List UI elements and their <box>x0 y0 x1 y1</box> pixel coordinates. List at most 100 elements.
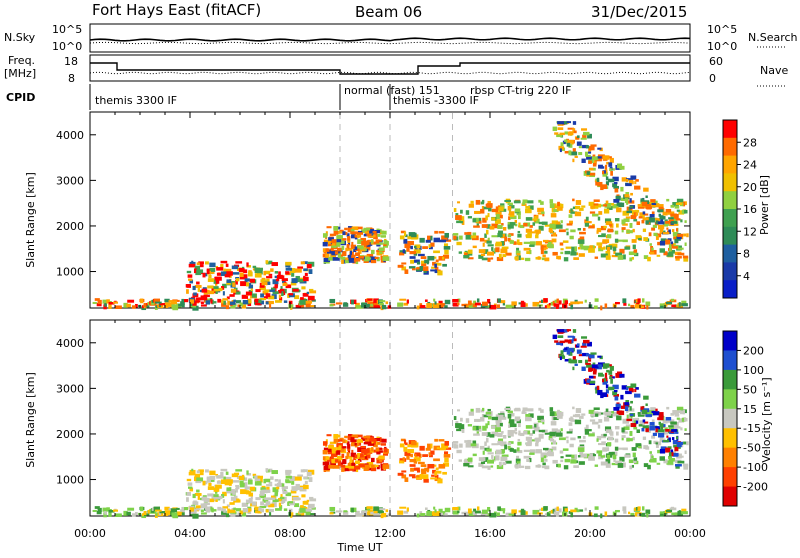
velocity-scatter-cell <box>655 428 659 433</box>
velocity-scatter-cell <box>525 416 532 422</box>
power-scatter-cell <box>288 293 294 296</box>
power-scatter-cell <box>342 238 347 241</box>
velocity-scatter-cell <box>301 494 306 498</box>
power-scatter-cell <box>642 217 649 221</box>
power-scatter-cell <box>367 235 375 238</box>
power-scatter-cell <box>498 253 502 259</box>
velocity-scatter-cell <box>573 465 579 468</box>
power-scatter-cell <box>671 244 674 249</box>
power-scatter-cell <box>630 304 635 308</box>
power-scatter-cell <box>556 303 560 307</box>
velocity-scatter-cell <box>379 508 386 511</box>
velocity-scatter-cell <box>632 452 636 458</box>
power-scatter-cell <box>593 246 596 249</box>
power-scatter-cell <box>562 240 569 243</box>
velocity-scatter-cell <box>329 441 337 444</box>
power-scatter-cell <box>537 207 544 212</box>
power-scatter-cell <box>574 211 582 217</box>
power-scatter-cell <box>444 232 449 238</box>
velocity-scatter-cell <box>515 458 521 463</box>
power-scatter-cell <box>518 255 521 261</box>
velocity-scatter-cell <box>340 464 346 468</box>
power-scatter-cell <box>472 303 477 308</box>
power-scatter-cell <box>566 142 571 147</box>
velocity-scatter-cell <box>630 512 635 516</box>
velocity-scatter-cell <box>596 438 599 442</box>
velocity-scatter-cell <box>202 480 206 486</box>
power-scatter-cell <box>434 301 437 305</box>
velocity-scatter-cell <box>221 507 224 512</box>
power-scatter-cell <box>272 291 279 295</box>
velocity-scatter-cell <box>271 495 276 499</box>
velocity-scatter-cell <box>564 508 569 512</box>
velocity-scatter-cell <box>509 423 517 428</box>
velocity-scatter-cell <box>338 445 342 448</box>
power-scatter-cell <box>548 227 553 233</box>
power-scatter-cell <box>598 245 602 249</box>
velocity-scatter-cell <box>644 421 649 424</box>
velocity-scatter-cell <box>507 413 512 419</box>
velocity-scatter-cell <box>434 471 437 476</box>
nsky-label: N.Sky <box>4 31 36 44</box>
velocity-scatter-cell <box>258 507 262 511</box>
power-scatter-cell <box>238 267 245 273</box>
power-scatter-cell <box>216 267 224 271</box>
power-scatter-cell <box>665 220 670 224</box>
velocity-scatter-cell <box>622 462 626 468</box>
velocity-scatter-cell <box>216 475 224 479</box>
power-scatter-cell <box>246 265 252 268</box>
velocity-scatter-cell <box>675 464 680 469</box>
power-scatter-cell <box>404 269 409 274</box>
velocity-scatter-cell <box>378 455 385 460</box>
power-scatter-cell <box>665 239 671 245</box>
power-scatter-cell <box>256 267 264 271</box>
velocity-scatter-cell <box>586 379 590 383</box>
power-scatter-cell <box>582 134 587 139</box>
velocity-scatter-cell <box>374 438 381 442</box>
velocity-scatter-cell <box>625 391 632 395</box>
power-scatter-cell <box>637 298 641 303</box>
velocity-scatter-cell <box>652 411 660 416</box>
velocity-scatter-cell <box>681 511 688 515</box>
velocity-scatter-cell <box>618 410 625 416</box>
power-scatter-cell <box>360 247 365 252</box>
velocity-scatter-cell <box>252 473 257 477</box>
power-ytick-label: 2000 <box>56 220 84 233</box>
power-scatter-cell <box>287 264 291 268</box>
power-scatter-cell <box>587 133 592 139</box>
power-scatter-cell <box>353 257 361 262</box>
power-scatter-cell <box>577 247 581 250</box>
power-scatter-cell <box>570 301 577 305</box>
power-scatter-cell <box>495 214 500 220</box>
velocity-scatter-cell <box>655 408 658 412</box>
power-scatter-cell <box>399 235 405 240</box>
power-scatter-cell <box>309 288 314 292</box>
velocity-scatter-cell <box>235 486 240 490</box>
power-cbar-label: Power [dB] <box>758 175 771 235</box>
power-scatter-cell <box>625 192 630 195</box>
nsky-tick-top: 10^5 <box>52 23 82 36</box>
velocity-scatter-cell <box>528 457 532 463</box>
velocity-scatter-cell <box>266 484 273 487</box>
velocity-scatter-cell <box>607 442 612 447</box>
power-scatter-cell <box>401 262 407 265</box>
velocity-scatter-cell <box>363 435 371 439</box>
velocity-colorbar-swatch <box>723 389 737 410</box>
power-scatter-cell <box>209 267 216 272</box>
velocity-scatter-cell <box>256 475 264 479</box>
power-scatter-cell <box>355 252 360 257</box>
power-scatter-cell <box>610 170 613 176</box>
velocity-scatter-cell <box>559 356 562 361</box>
velocity-scatter-cell <box>190 509 193 515</box>
velocity-scatter-cell <box>188 486 193 489</box>
power-scatter-cell <box>201 288 208 293</box>
velocity-scatter-cell <box>435 470 442 474</box>
velocity-scatter-cell <box>201 496 208 501</box>
velocity-scatter-cell <box>281 496 287 502</box>
velocity-scatter-cell <box>461 428 465 433</box>
power-scatter-cell <box>649 251 655 255</box>
power-scatter-cell <box>535 241 543 246</box>
power-scatter-cell <box>605 172 608 176</box>
power-scatter-cell <box>487 237 490 241</box>
velocity-scatter-cell <box>456 428 462 432</box>
